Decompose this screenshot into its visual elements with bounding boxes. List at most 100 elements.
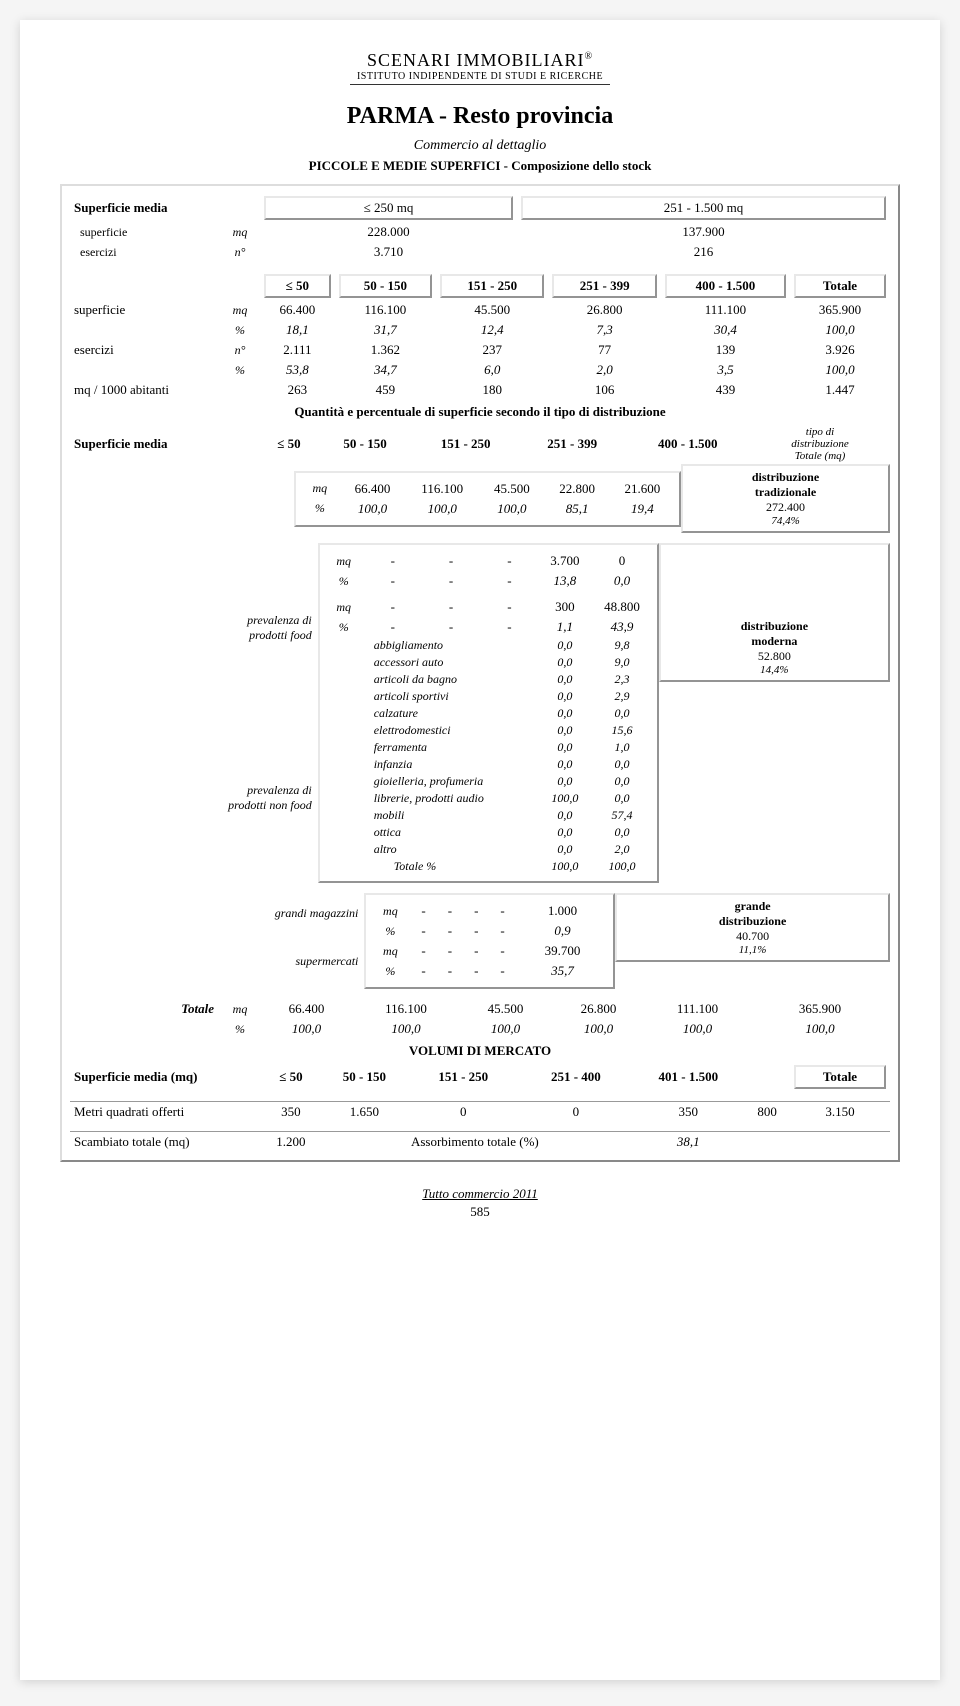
g1-r3-2: 180 xyxy=(436,380,548,400)
g1-r2-1: 1.362 xyxy=(335,340,436,360)
gm-mq-u: mq xyxy=(370,901,410,921)
g1-r1p-u: % xyxy=(220,320,260,340)
pnf-pct-u: % xyxy=(324,617,364,637)
grande-table: grandi magazzini mq - - - - 1.000 xyxy=(70,893,890,989)
g1-r1p-1: 31,7 xyxy=(335,320,436,340)
pnf-mq-0: - xyxy=(364,597,422,617)
tot-pct-4: 100,0 xyxy=(645,1019,750,1039)
cat-v2: 2,0 xyxy=(591,841,653,858)
superficie-v2: 137.900 xyxy=(517,222,890,242)
g1-r1-u: mq xyxy=(220,300,260,320)
cat-lbl: altro xyxy=(364,841,539,858)
cat-v1: 0,0 xyxy=(539,824,591,841)
pf-pct-2: - xyxy=(480,571,539,591)
cat-v1: 100,0 xyxy=(539,858,591,875)
cat-v2: 9,0 xyxy=(591,654,653,671)
mqo-2: 0 xyxy=(407,1101,520,1122)
pnf-mq-1: - xyxy=(422,597,480,617)
ass-v: 38,1 xyxy=(632,1132,744,1153)
cat-v1: 0,0 xyxy=(539,739,591,756)
tot-pct-3: 100,0 xyxy=(552,1019,645,1039)
tot-mq-0: 66.400 xyxy=(260,999,353,1019)
trad-pct-1: 100,0 xyxy=(405,499,479,519)
mqo-lbl: Metri quadrati offerti xyxy=(70,1101,260,1122)
sm-pct-3: - xyxy=(489,961,515,981)
g1-r1p-4: 30,4 xyxy=(661,320,790,340)
gm-mq-1: - xyxy=(437,901,463,921)
cat-lbl: articoli da bagno xyxy=(364,671,539,688)
grid1: ≤ 50 50 - 150 151 - 250 251 - 399 400 - … xyxy=(70,272,890,400)
g1-r1p-0: 18,1 xyxy=(260,320,335,340)
dh-tipo-b: distribuzione xyxy=(754,438,886,450)
trad-mq-1: 116.100 xyxy=(405,479,479,499)
esercizi-v2: 216 xyxy=(517,242,890,262)
cat-lbl: ferramenta xyxy=(364,739,539,756)
cat-v2: 9,8 xyxy=(591,637,653,654)
page-title: PARMA - Resto provincia xyxy=(60,103,900,130)
cat-lbl: articoli sportivi xyxy=(364,688,539,705)
cat-lbl: infanzia xyxy=(364,756,539,773)
trad-right-p: 74,4% xyxy=(685,515,886,527)
pf-pct-u: % xyxy=(324,571,364,591)
sm-mq-3: - xyxy=(489,941,515,961)
cat-v2: 0,0 xyxy=(591,756,653,773)
sc-v: 1.200 xyxy=(260,1132,322,1153)
vol-h3: 251 - 400 xyxy=(520,1063,633,1091)
g1-r1p-5: 100,0 xyxy=(790,320,890,340)
vol-h1: 50 - 150 xyxy=(322,1063,407,1091)
sm-mq-0: - xyxy=(410,941,436,961)
tot-mq-1: 116.100 xyxy=(353,999,459,1019)
mod-table: prevalenza di prodotti food mq - - - 3.7… xyxy=(70,543,890,883)
brand-s2: CENARI xyxy=(378,50,457,70)
superficie-lbl: superficie xyxy=(70,222,220,242)
brand-s1: S xyxy=(367,50,378,70)
gm-pct-1: - xyxy=(437,921,463,941)
pf-lbl-a: prevalenza di xyxy=(74,613,312,628)
g1-r3-1: 459 xyxy=(335,380,436,400)
trad-pct-3: 85,1 xyxy=(545,499,610,519)
g1-r2p-1: 34,7 xyxy=(335,360,436,380)
g1-r1p-3: 7,3 xyxy=(548,320,660,340)
g1-h1: ≤ 50 xyxy=(264,274,331,298)
cat-v2: 1,0 xyxy=(591,739,653,756)
pnf-lbl: prevalenza di prodotti non food xyxy=(70,713,318,883)
g1-r2-4: 139 xyxy=(661,340,790,360)
cat-v1: 0,0 xyxy=(539,756,591,773)
mqo-6: 3.150 xyxy=(790,1101,890,1122)
vol-h0: ≤ 50 xyxy=(260,1063,322,1091)
gm-mq-0: - xyxy=(410,901,436,921)
pf-mq-1: - xyxy=(422,551,480,571)
cat-v1: 0,0 xyxy=(539,705,591,722)
trad-right-a: distribuzione xyxy=(685,470,886,485)
trad-pct-u: % xyxy=(300,499,340,519)
gm-pct-4: 0,9 xyxy=(516,921,609,941)
cat-v2: 0,0 xyxy=(591,790,653,807)
pf-pct-4: 0,0 xyxy=(591,571,653,591)
cat-v1: 100,0 xyxy=(539,790,591,807)
pf-mq-4: 0 xyxy=(591,551,653,571)
dh-c3: 151 - 250 xyxy=(412,424,519,464)
g1-r2-5: 3.926 xyxy=(790,340,890,360)
g1-r2-lbl: esercizi xyxy=(70,340,220,360)
g1-r1-0: 66.400 xyxy=(260,300,335,320)
tot-pct-1: 100,0 xyxy=(353,1019,459,1039)
cat-v1: 0,0 xyxy=(539,722,591,739)
cat-lbl: Totale % xyxy=(364,858,539,875)
pf-pct-3: 13,8 xyxy=(539,571,591,591)
g1-htot: Totale xyxy=(794,274,886,298)
mqo-0: 350 xyxy=(260,1101,322,1122)
cat-v1: 0,0 xyxy=(539,671,591,688)
g1-r1-lbl: superficie xyxy=(70,300,220,320)
pf-pct-0: - xyxy=(364,571,422,591)
cat-lbl: accessori auto xyxy=(364,654,539,671)
cat-v2: 2,3 xyxy=(591,671,653,688)
g1-r3-3: 106 xyxy=(548,380,660,400)
top-table: Superficie media ≤ 250 mq 251 - 1.500 mq… xyxy=(70,194,890,262)
trad-pct-0: 100,0 xyxy=(340,499,405,519)
trad-mq-3: 22.800 xyxy=(545,479,610,499)
tot-mq-3: 26.800 xyxy=(552,999,645,1019)
dh-c1: ≤ 50 xyxy=(260,424,318,464)
pnf-pct-0: - xyxy=(364,617,422,637)
cat-v2: 0,0 xyxy=(591,824,653,841)
tot-pct-5: 100,0 xyxy=(750,1019,890,1039)
